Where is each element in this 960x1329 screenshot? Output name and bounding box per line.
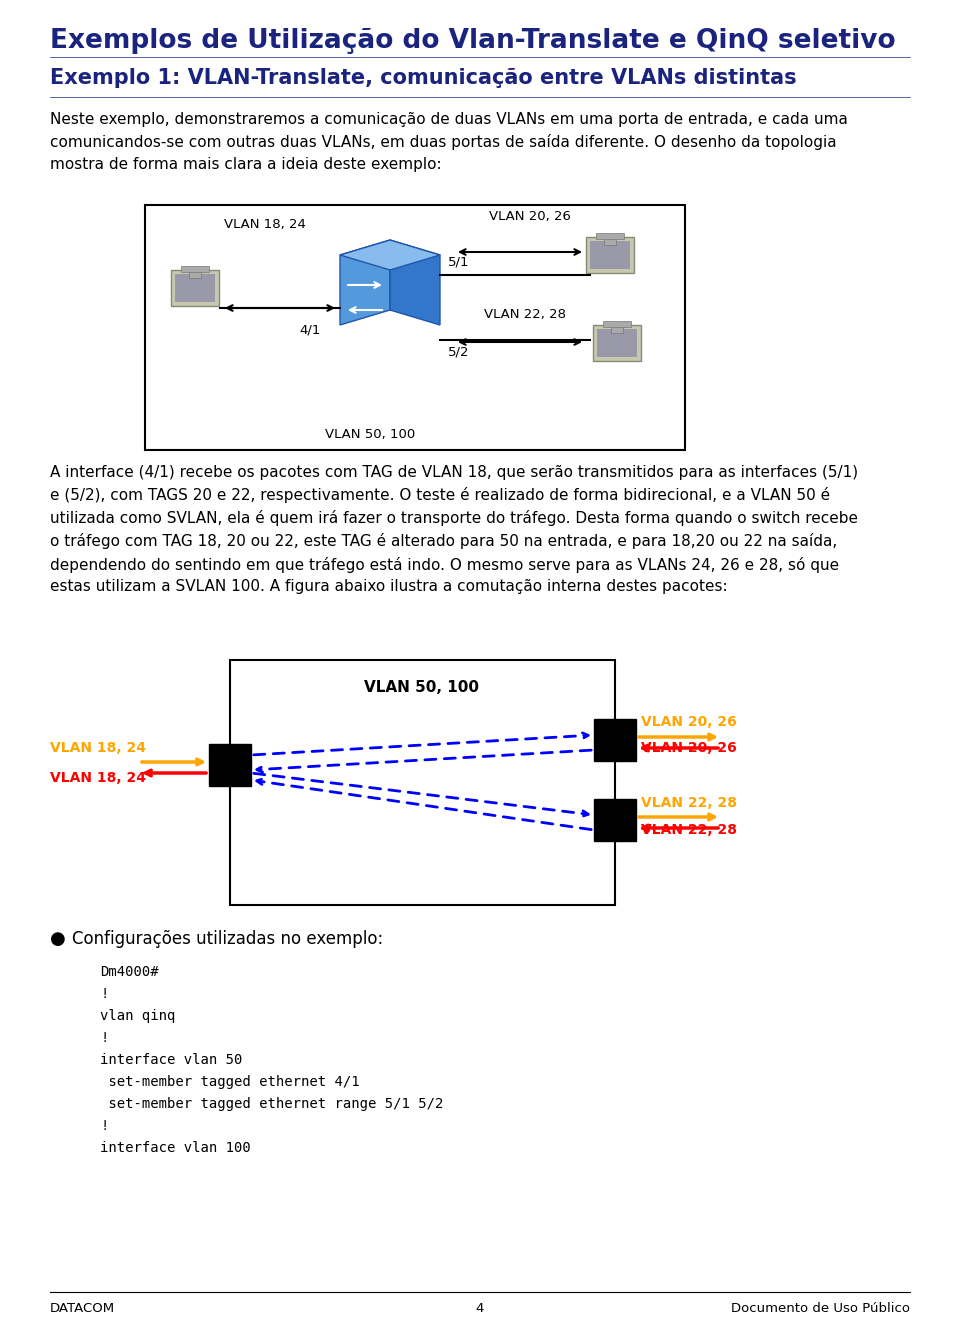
Bar — [586, 237, 634, 272]
Text: !: ! — [100, 987, 108, 1001]
Text: 5/2: 5/2 — [448, 346, 469, 359]
Text: A interface (4/1) recebe os pacotes com TAG de VLAN 18, que serão transmitidos p: A interface (4/1) recebe os pacotes com … — [50, 465, 858, 594]
Text: VLAN 20, 26: VLAN 20, 26 — [641, 715, 736, 730]
Polygon shape — [390, 241, 440, 326]
Text: interface vlan 50: interface vlan 50 — [100, 1053, 242, 1067]
Text: vlan qinq: vlan qinq — [100, 1009, 176, 1023]
Text: DATACOM: DATACOM — [50, 1302, 115, 1314]
Polygon shape — [340, 241, 390, 326]
Text: VLAN 20, 26: VLAN 20, 26 — [489, 210, 571, 223]
Text: VLAN 20, 26: VLAN 20, 26 — [641, 742, 736, 755]
Text: interface vlan 100: interface vlan 100 — [100, 1142, 251, 1155]
Text: Configurações utilizadas no exemplo:: Configurações utilizadas no exemplo: — [72, 930, 383, 948]
Bar — [189, 270, 201, 278]
Text: Dm4000#: Dm4000# — [100, 965, 158, 979]
Bar — [175, 274, 215, 302]
Bar — [597, 330, 637, 358]
Text: !: ! — [100, 1119, 108, 1134]
Bar — [590, 241, 630, 268]
Text: VLAN 18, 24: VLAN 18, 24 — [224, 218, 306, 231]
Bar — [594, 719, 636, 762]
Bar — [594, 799, 636, 841]
Bar — [171, 270, 219, 306]
Text: VLAN 18, 24: VLAN 18, 24 — [50, 742, 146, 755]
Bar — [596, 233, 624, 239]
Bar — [181, 266, 209, 272]
Text: VLAN 18, 24: VLAN 18, 24 — [50, 771, 146, 785]
Polygon shape — [340, 241, 440, 270]
Text: 5/1: 5/1 — [448, 255, 469, 268]
Text: VLAN 22, 28: VLAN 22, 28 — [641, 823, 737, 837]
Text: !: ! — [100, 1031, 108, 1045]
Text: Exemplo 1: VLAN-Translate, comunicação entre VLANs distintas: Exemplo 1: VLAN-Translate, comunicação e… — [50, 68, 797, 88]
Text: set-member tagged ethernet 4/1: set-member tagged ethernet 4/1 — [100, 1075, 360, 1088]
Text: Neste exemplo, demonstraremos a comunicação de duas VLANs em uma porta de entrad: Neste exemplo, demonstraremos a comunica… — [50, 112, 848, 171]
Text: 4: 4 — [476, 1302, 484, 1314]
Bar — [145, 205, 685, 451]
Text: 4/1: 4/1 — [300, 323, 321, 336]
Text: Exemplos de Utilização do Vlan-Translate e QinQ seletivo: Exemplos de Utilização do Vlan-Translate… — [50, 28, 896, 54]
Text: VLAN 22, 28: VLAN 22, 28 — [484, 308, 566, 322]
Bar — [593, 326, 641, 361]
Bar — [611, 326, 623, 334]
Bar — [209, 744, 251, 785]
Text: VLAN 50, 100: VLAN 50, 100 — [365, 680, 479, 695]
Bar — [604, 237, 616, 245]
Text: set-member tagged ethernet range 5/1 5/2: set-member tagged ethernet range 5/1 5/2 — [100, 1096, 444, 1111]
Text: VLAN 50, 100: VLAN 50, 100 — [324, 428, 415, 441]
Text: Documento de Uso Público: Documento de Uso Público — [731, 1302, 910, 1314]
Text: ●: ● — [50, 930, 65, 948]
Bar — [230, 661, 615, 905]
Bar — [603, 322, 631, 327]
Text: VLAN 22, 28: VLAN 22, 28 — [641, 796, 737, 809]
